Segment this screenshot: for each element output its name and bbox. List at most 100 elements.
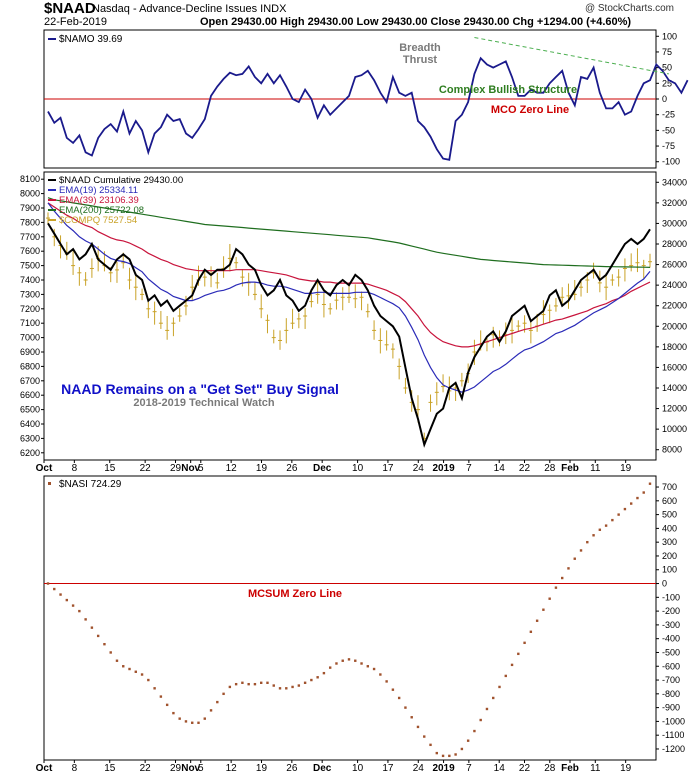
x-tick-label: 29 [170,763,182,774]
nasi-y-tick-label: 700 [662,482,677,492]
naad-y-tick-label: 24000 [662,280,687,290]
nasi-y-tick-label: -1100 [662,730,684,740]
nasi-point [90,626,94,629]
namo-trendline [474,37,669,75]
nasi-point [134,670,137,673]
compq-y-tick-label: 6800 [20,361,40,371]
nasi-point [172,711,175,715]
x-tick-label: 19 [256,763,268,774]
nasi-point [416,725,420,729]
nasi-point [554,586,558,589]
x-tick-label: 22 [140,763,152,774]
x-tick-label: 29 [170,463,182,474]
nasi-point [391,688,395,691]
nasi-point [535,619,539,622]
nasi-point [510,663,514,667]
mco-zero-label: MCO Zero Line [491,104,569,116]
nasi-point [191,721,194,724]
nasi-point [479,718,482,722]
x-tick-label: 8 [72,463,78,474]
naad-legend-item: EMA(200) 25722.08 [59,205,144,216]
namo-y-tick-label: -75 [662,141,675,151]
naad-legend-item: EMA(39) 23106.39 [59,195,139,206]
nasi-point [523,641,526,645]
nasi-point [429,743,432,747]
x-tick-label: 2019 [432,463,455,474]
nasi-y-tick-label: -500 [662,647,680,657]
nasi-point [297,684,301,687]
nasi-point [385,680,388,683]
ohlc-label: Open 29430.00 High 29430.00 Low 29430.00… [200,16,632,28]
naad-y-tick-label: 34000 [662,177,687,187]
nasi-point [96,634,100,638]
nasi-point [303,681,307,684]
breadth-thrust-label: Thrust [403,54,438,66]
naad-y-tick-label: 32000 [662,198,687,208]
nasi-y-tick-label: 200 [662,551,677,561]
nasi-y-tick-label: -700 [662,675,680,685]
nasi-point [410,716,413,719]
nasi-point [253,682,257,686]
nasi-point [247,682,250,686]
nasi-point [165,703,169,707]
compq-y-tick-label: 6600 [20,390,40,400]
complex-bullish-label: Complex Bullish Structure [439,84,577,96]
nasi-point [485,707,489,711]
nasi-point [366,665,370,668]
x-tick-label: 10 [352,763,364,774]
naad-y-tick-label: 26000 [662,260,687,270]
nasi-point [617,513,620,516]
x-tick-label: 22 [140,463,152,474]
nasi-legend-swatch [48,482,51,485]
naad-y-tick-label: 22000 [662,301,687,311]
chart-header: $NAAD Nasdaq - Advance-Decline Issues IN… [0,0,700,30]
x-tick-label: Dec [313,763,332,774]
compq-y-tick-label: 8000 [20,189,40,199]
x-tick-label: 17 [382,463,394,474]
namo-y-tick-label: -25 [662,110,675,120]
x-tick-label: 22 [519,763,531,774]
nasi-point [347,658,351,661]
nasi-point [598,528,602,531]
nasi-point [379,673,382,676]
naad-y-tick-label: 12000 [662,404,687,414]
nasi-y-tick-label: 500 [662,510,677,520]
nasi-point [65,598,69,602]
nasi-point [322,671,326,675]
nasi-point [441,754,445,758]
naad-y-tick-label: 18000 [662,342,687,352]
x-tick-label: Feb [561,763,579,774]
x-tick-label: 17 [382,763,394,774]
x-tick-label: 11 [590,763,601,774]
nasi-point [397,696,401,700]
compq-y-tick-label: 7500 [20,261,40,271]
nasi-point [372,667,376,671]
compq-y-tick-label: 6900 [20,347,40,357]
nasi-y-tick-label: -200 [662,606,680,616]
nasi-point [328,666,332,669]
compq-y-tick-label: 7200 [20,304,40,314]
nasi-point [84,618,87,621]
nasi-point [203,717,206,720]
nasi-point [278,687,282,690]
nasi-y-tick-label: 0 [662,579,667,589]
namo-y-tick-label: 0 [662,94,667,104]
nasi-y-tick-label: -1000 [662,716,685,726]
compq-y-tick-label: 7400 [20,275,40,285]
x-tick-label: 7 [466,463,472,474]
nasi-point [53,587,56,591]
nasi-point [266,681,269,684]
nasi-point [504,674,507,678]
x-tick-label: 26 [286,463,298,474]
naad-line [47,222,651,448]
x-tick-label: 10 [352,463,364,474]
compq-y-tick-label: 7300 [20,289,40,299]
nasi-point [234,682,238,686]
compq-y-tick-label: 7900 [20,203,40,213]
nasi-point [454,753,457,756]
nasi-point [360,662,363,665]
nasi-point [498,685,501,689]
nasi-point [260,681,263,684]
nasi-point [46,582,50,585]
